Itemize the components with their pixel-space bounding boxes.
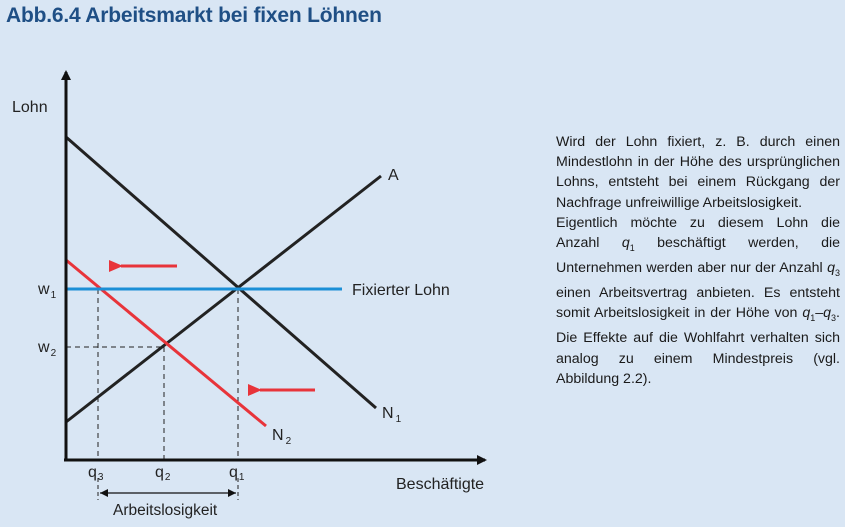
y-axis-label: Lohn: [12, 99, 48, 116]
q3-label: q3: [88, 464, 104, 483]
w2-label: w2: [37, 339, 57, 359]
fixed-wage-label: Fixierter Lohn: [352, 282, 450, 299]
supply-label: A: [388, 167, 399, 184]
x-axis-label: Beschäftigte: [396, 476, 484, 493]
q2-label: q2: [155, 464, 171, 483]
q1-label: q1: [229, 464, 245, 483]
description-paragraph-2: Eigentlich möchte zu diesem Lohn die Anz…: [556, 214, 840, 387]
demand-curve-n1: [65, 135, 377, 410]
description-paragraph-1: Wird der Lohn fixiert, z. B. durch einen…: [556, 134, 840, 211]
unemployment-label: Arbeitslosigkeit: [113, 502, 218, 519]
description-text: Wird der Lohn fixiert, z. B. durch einen…: [556, 132, 840, 389]
w1-label: w1: [37, 281, 57, 301]
figure-title: Abb.6.4 Arbeitsmarkt bei fixen Löhnen: [6, 4, 382, 27]
supply-curve-a: [65, 174, 382, 424]
